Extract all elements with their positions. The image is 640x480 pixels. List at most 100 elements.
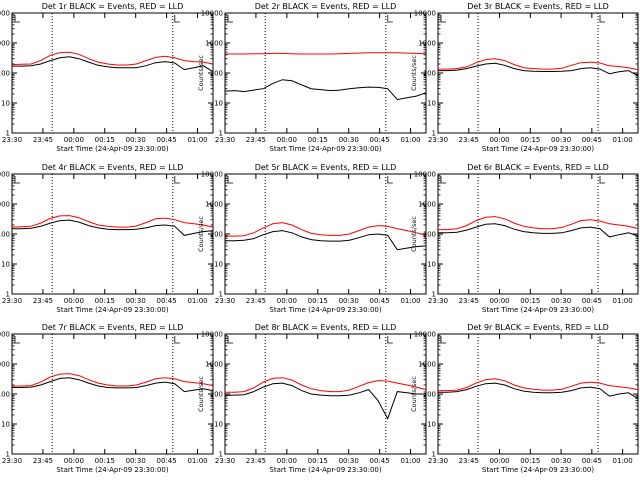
y-tick-label: 1 [432,130,436,138]
x-tick-label: 00:00 [64,457,84,465]
x-tick-label: 00:00 [277,136,297,144]
x-tick-label: 00:00 [489,457,509,465]
marker-bracket [387,15,393,23]
x-tick-label: 00:15 [520,297,540,305]
y-tick-label: 100 [423,231,436,239]
x-tick-label: 00:30 [126,136,146,144]
y-tick-label: 10000 [0,331,10,339]
series-lld-line [438,216,639,231]
x-tick-label: 00:45 [582,136,602,144]
x-tick-label: 23:45 [33,297,53,305]
x-tick-label: 23:45 [246,297,266,305]
marker-bracket [14,176,20,184]
y-tick-label: 10000 [414,10,436,18]
x-tick-label: 01:00 [400,136,420,144]
panel-4: Det 4r BLACK = Events, RED = LLD 1 10 100 10… [0,163,214,314]
marker-bracket [227,15,233,23]
x-tick-label: 23:30 [2,457,22,465]
series-lld-line [11,215,214,228]
x-axis-label: Start Time (24-Apr-09 23:30:00) [56,306,168,314]
plot-frame [11,333,214,455]
series-events-line [438,223,639,238]
y-axis-label: Counts/sec [410,55,418,91]
marker-bracket [227,336,233,344]
y-tick-label: 10000 [201,171,223,179]
x-tick-label: 01:00 [187,457,207,465]
chart-title: Det 7r BLACK = Events, RED = LLD [42,323,184,332]
x-tick-label: 00:45 [157,136,177,144]
plot-frame [437,173,639,295]
x-tick-label: 23:45 [246,457,266,465]
x-axis-label: Start Time (24-Apr-09 23:30:00) [482,145,594,153]
y-tick-label: 1 [219,130,223,138]
marker-bracket [387,336,393,344]
x-axis-label: Start Time (24-Apr-09 23:30:00) [56,145,168,153]
y-axis-label: Counts/sec [197,216,205,252]
y-tick-label: 1000 [418,40,436,48]
y-tick-label: 10 [214,421,223,429]
x-tick-label: 01:00 [613,297,633,305]
x-tick-label: 00:00 [277,457,297,465]
marker-bracket [599,336,605,344]
marker-bracket [174,15,180,23]
series-lld-line [438,378,639,392]
y-tick-label: 10000 [201,10,223,18]
y-tick-label: 100 [210,70,223,78]
x-tick-label: 01:00 [400,457,420,465]
x-tick-label: 00:00 [277,297,297,305]
x-tick-label: 00:15 [95,136,115,144]
series-lld-line [225,377,427,393]
chart-title: Det 5r BLACK = Events, RED = LLD [255,163,397,172]
x-tick-label: 23:30 [215,457,235,465]
y-axis-label: Counts/sec [197,55,205,91]
y-tick-label: 10 [214,100,223,108]
x-tick-label: 23:30 [215,136,235,144]
y-tick-label: 100 [210,391,223,399]
y-tick-label: 10000 [414,331,436,339]
x-tick-label: 01:00 [613,136,633,144]
series-lld-line [225,222,427,237]
x-axis-label: Start Time (24-Apr-09 23:30:00) [56,466,168,474]
panel-6: Det 6r BLACK = Events, RED = LLD 1 10 100 10… [410,163,639,314]
marker-bracket [174,336,180,344]
x-tick-label: 23:30 [2,297,22,305]
y-tick-label: 100 [423,70,436,78]
x-tick-label: 23:45 [33,136,53,144]
chart-title: Det 4r BLACK = Events, RED = LLD [42,163,184,172]
x-tick-label: 23:45 [459,457,479,465]
y-tick-label: 10 [1,100,10,108]
chart-title: Det 8r BLACK = Events, RED = LLD [255,323,397,332]
marker-bracket [599,15,605,23]
x-tick-label: 23:30 [428,297,448,305]
y-tick-label: 1 [219,291,223,299]
chart-title: Det 1r BLACK = Events, RED = LLD [42,2,184,11]
x-axis-label: Start Time (24-Apr-09 23:30:00) [269,306,381,314]
panel-5: Det 5r BLACK = Events, RED = LLD 1 10 100 10… [197,163,427,314]
marker-bracket [14,336,20,344]
x-tick-label: 00:30 [551,136,571,144]
y-axis-label: Counts/sec [410,216,418,252]
panel-1: Det 1r BLACK = Events, RED = LLD 1 10 100 10… [0,2,214,153]
x-tick-label: 23:30 [428,136,448,144]
x-tick-label: 00:00 [64,136,84,144]
series-events-line [224,79,427,101]
y-tick-label: 1000 [418,201,436,209]
x-tick-label: 23:45 [33,457,53,465]
y-tick-label: 1000 [205,201,223,209]
series-lld-line [225,52,427,55]
series-lld-line [11,373,214,387]
series-events-line [224,382,426,420]
y-tick-label: 100 [423,391,436,399]
y-tick-label: 1 [432,451,436,459]
x-tick-label: 01:00 [400,297,420,305]
y-tick-label: 1000 [0,361,10,369]
y-tick-label: 1000 [205,40,223,48]
x-tick-label: 00:15 [308,457,328,465]
chart-title: Det 9r BLACK = Events, RED = LLD [467,323,609,332]
plot-frame [437,333,639,455]
marker-bracket [227,176,233,184]
marker-bracket [174,176,180,184]
marker-bracket [14,15,20,23]
chart-title: Det 6r BLACK = Events, RED = LLD [467,163,609,172]
series-events-line [225,230,427,251]
